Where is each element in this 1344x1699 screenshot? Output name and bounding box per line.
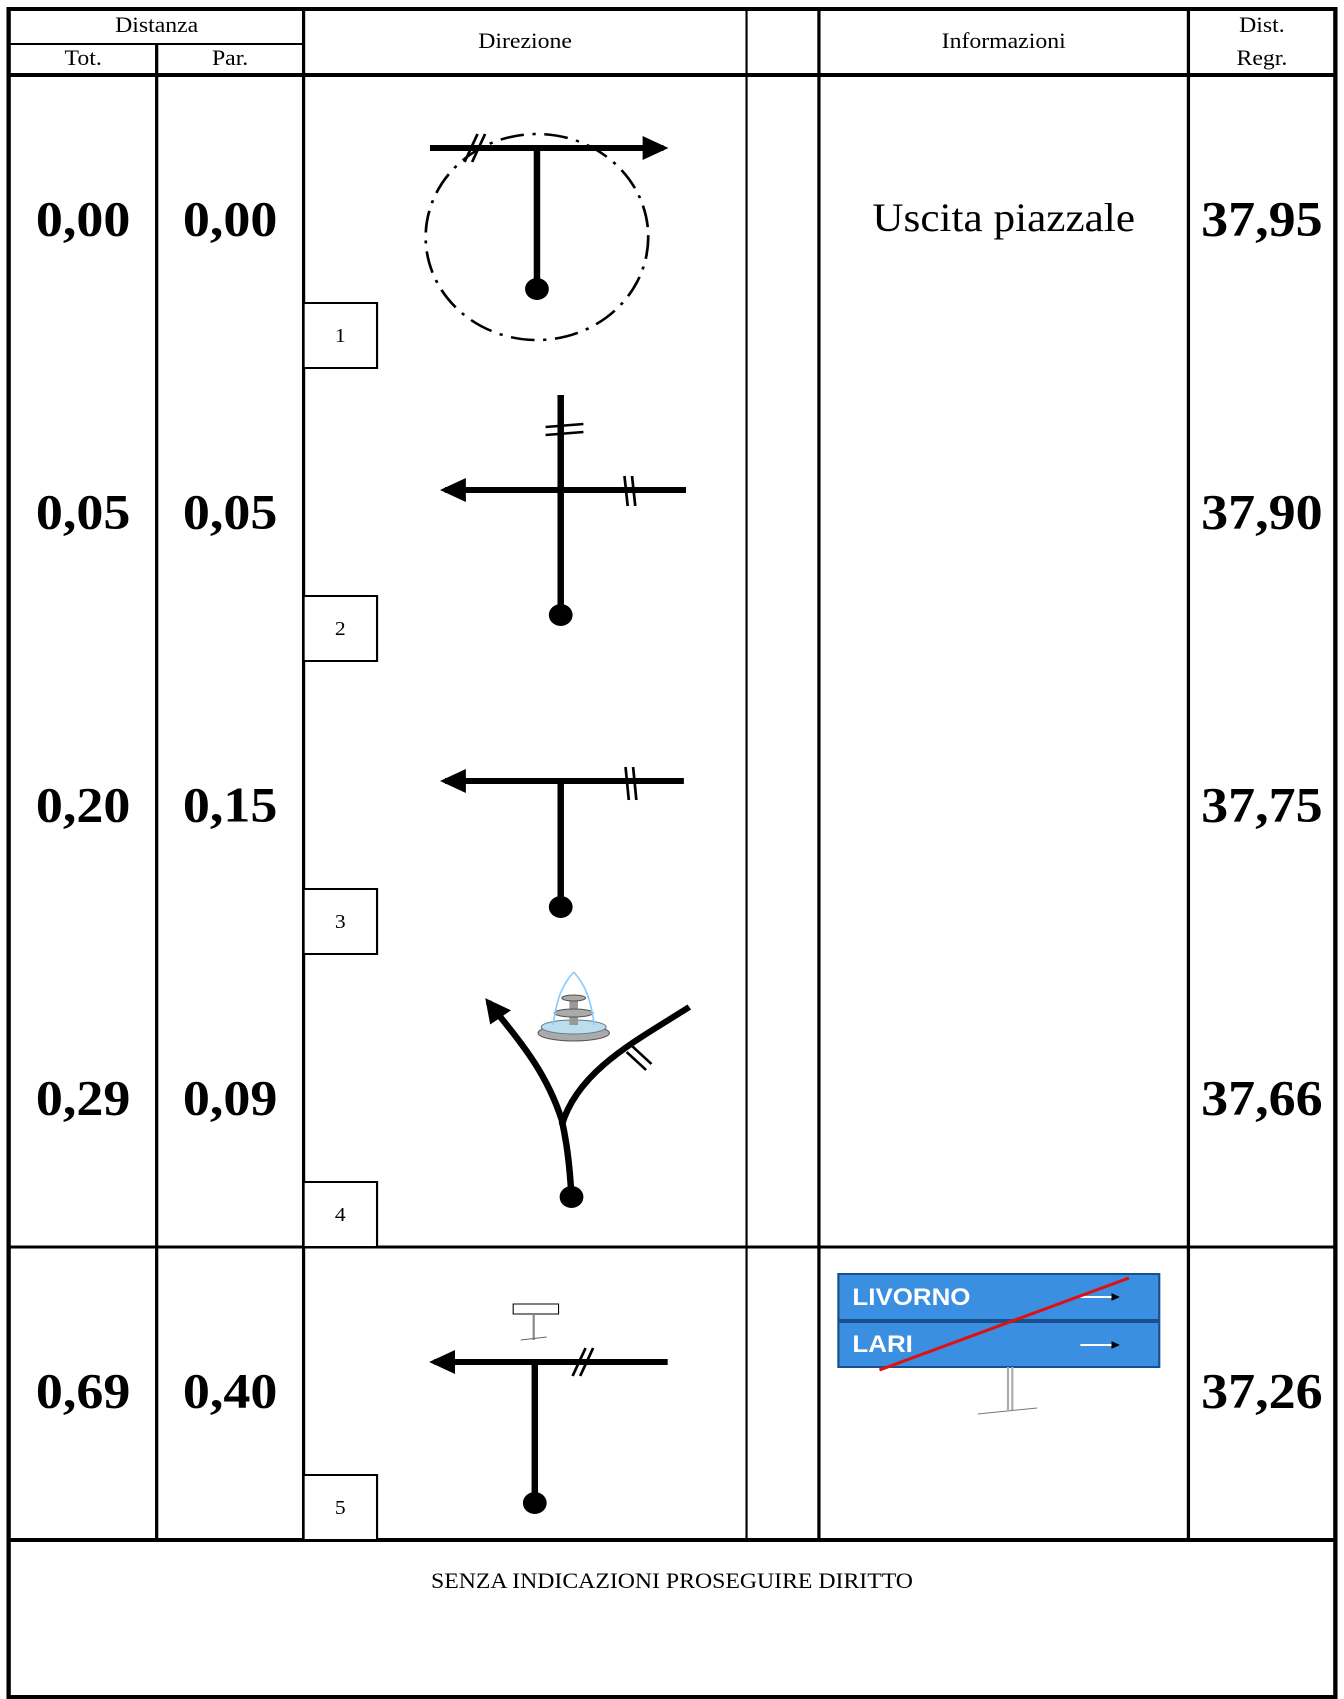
drawing-shape xyxy=(578,1347,595,1377)
partial-distance: 0,40 xyxy=(183,1364,278,1419)
drawing-shape xyxy=(561,994,587,1002)
drawing-shape xyxy=(878,1276,1130,1372)
drawing-shape xyxy=(424,132,650,342)
step-box xyxy=(302,1474,379,1541)
road-sign: LIVORNO LARI xyxy=(837,1273,1161,1415)
drawing-shape xyxy=(631,1045,653,1065)
drawing-shape xyxy=(623,475,630,507)
footer-note: SENZA INDICAZIONI PROSEGUIRE DIRITTO xyxy=(431,1569,913,1593)
drawing-shape xyxy=(624,766,631,801)
total-distance: 0,20 xyxy=(36,778,131,833)
step-number: 1 xyxy=(335,324,346,347)
diagrams xyxy=(424,132,692,1514)
partial-distance: 0,05 xyxy=(183,485,278,540)
drawing-shape xyxy=(571,1347,587,1377)
fountain-icon xyxy=(537,971,610,1042)
header-cell: Dist. xyxy=(1239,13,1285,37)
total-distance: 0,00 xyxy=(36,192,131,247)
remaining-distance: 37,66 xyxy=(1201,1071,1323,1126)
drawing-shape xyxy=(548,896,573,918)
step-box xyxy=(302,888,379,955)
small-sign-icon xyxy=(512,1303,560,1341)
step-box xyxy=(302,1181,379,1248)
total-distance: 0,29 xyxy=(36,1071,131,1126)
drawing-shape xyxy=(463,133,479,163)
step-number: 2 xyxy=(335,617,346,640)
remaining-distance: 37,90 xyxy=(1201,485,1323,540)
total-distance: 0,05 xyxy=(36,485,131,540)
drawing-shape xyxy=(625,1051,648,1071)
drawing-shape xyxy=(522,1492,547,1514)
drawing-shape xyxy=(559,1186,584,1208)
drawing-shape xyxy=(631,766,638,801)
drawing-shape xyxy=(6,7,1338,1699)
header-cell: Distanza xyxy=(115,13,198,37)
drawing-shape xyxy=(545,430,584,437)
step-box xyxy=(302,595,379,662)
drawing-shape xyxy=(525,278,549,300)
step-number: 5 xyxy=(335,1496,346,1519)
drawing-shape xyxy=(630,475,637,507)
header-cell: Regr. xyxy=(1236,46,1287,70)
header-cell: Tot. xyxy=(65,46,102,70)
info-text: Uscita piazzale xyxy=(872,197,1135,241)
drawing-shape xyxy=(545,422,584,429)
drawing-shape xyxy=(552,971,596,1026)
header-cell: Par. xyxy=(212,46,248,70)
header-cell: Informazioni xyxy=(942,29,1066,53)
drawing-shape xyxy=(548,604,573,626)
drawing-shape xyxy=(553,1008,594,1018)
drawing-shape xyxy=(520,1336,547,1341)
rows: 0,00 0,00 37,95 1 Uscita piazzale 0,05 0,05 37,… xyxy=(36,192,1323,1541)
sign-text: LIVORNO xyxy=(852,1284,970,1311)
sign-text: LARI xyxy=(852,1331,912,1358)
header: Distanza Tot. Par. Direzione Informazion… xyxy=(65,13,1288,70)
drawing-shape xyxy=(977,1407,1038,1415)
partial-distance: 0,15 xyxy=(183,778,278,833)
drawing-shape xyxy=(512,1303,560,1315)
remaining-distance: 37,95 xyxy=(1201,192,1323,247)
partial-distance: 0,00 xyxy=(183,192,278,247)
step-box xyxy=(302,302,379,369)
drawing-shape xyxy=(470,133,487,163)
partial-distance: 0,09 xyxy=(183,1071,278,1126)
remaining-distance: 37,75 xyxy=(1201,778,1323,833)
total-distance: 0,69 xyxy=(36,1364,131,1419)
drawing-shape xyxy=(558,1004,692,1126)
remaining-distance: 37,26 xyxy=(1201,1364,1323,1419)
step-number: 4 xyxy=(335,1203,346,1226)
step-number: 3 xyxy=(335,910,346,933)
table-frame xyxy=(6,7,1338,1699)
drawing-shape xyxy=(485,998,575,1198)
header-cell: Direzione xyxy=(478,29,572,53)
